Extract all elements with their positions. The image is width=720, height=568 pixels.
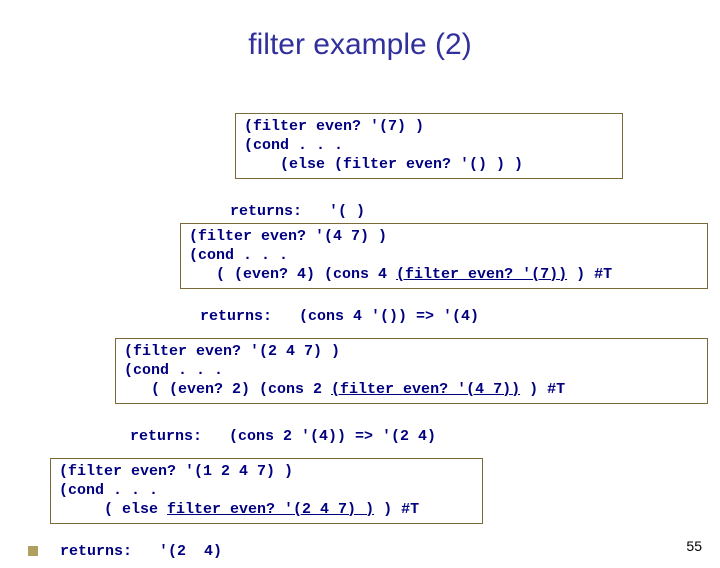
- b1l1: (filter even? '(7) ): [244, 118, 424, 135]
- b4l3a: ( else: [59, 501, 167, 518]
- returns-1: returns: '( ): [230, 203, 365, 220]
- b2l1: (filter even? '(4 7) ): [189, 228, 387, 245]
- page-number: 55: [686, 538, 702, 554]
- code-box-2: (filter even? '(4 7) ) (cond . . . ( (ev…: [180, 223, 708, 289]
- b1l2: (cond . . .: [244, 137, 343, 154]
- returns-2: returns: (cons 4 '()) => '(4): [200, 308, 479, 325]
- code-box-4: (filter even? '(1 2 4 7) ) (cond . . . (…: [50, 458, 483, 524]
- b3l3b: ) #T: [520, 381, 565, 398]
- returns-4: returns: '(2 4): [60, 543, 222, 560]
- b1l3: (else (filter even? '() ) ): [244, 156, 523, 173]
- code-box-1: (filter even? '(7) ) (cond . . . (else (…: [235, 113, 623, 179]
- b2l2: (cond . . .: [189, 247, 288, 264]
- b4l1: (filter even? '(1 2 4 7) ): [59, 463, 293, 480]
- b3l3a: ( (even? 2) (cons 2: [124, 381, 331, 398]
- b3l3u: (filter even? '(4 7)): [331, 381, 520, 398]
- returns-3: returns: (cons 2 '(4)) => '(2 4): [130, 428, 436, 445]
- code-box-3: (filter even? '(2 4 7) ) (cond . . . ( (…: [115, 338, 708, 404]
- b4l3b: ) #T: [374, 501, 419, 518]
- slide-title: filter example (2): [0, 28, 720, 62]
- b2l3u: (filter even? '(7)): [396, 266, 567, 283]
- b2l3b: ) #T: [567, 266, 612, 283]
- b4l3u: filter even? '(2 4 7) ): [167, 501, 374, 518]
- bullet-icon: [28, 546, 38, 556]
- b3l1: (filter even? '(2 4 7) ): [124, 343, 340, 360]
- b3l2: (cond . . .: [124, 362, 223, 379]
- b2l3a: ( (even? 4) (cons 4: [189, 266, 396, 283]
- b4l2: (cond . . .: [59, 482, 158, 499]
